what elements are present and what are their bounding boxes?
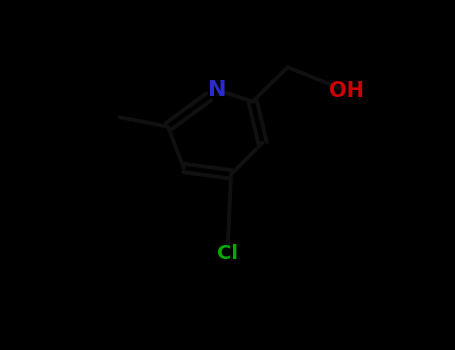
Text: OH: OH <box>329 81 364 101</box>
Text: Cl: Cl <box>217 244 238 263</box>
Text: N: N <box>208 80 227 100</box>
